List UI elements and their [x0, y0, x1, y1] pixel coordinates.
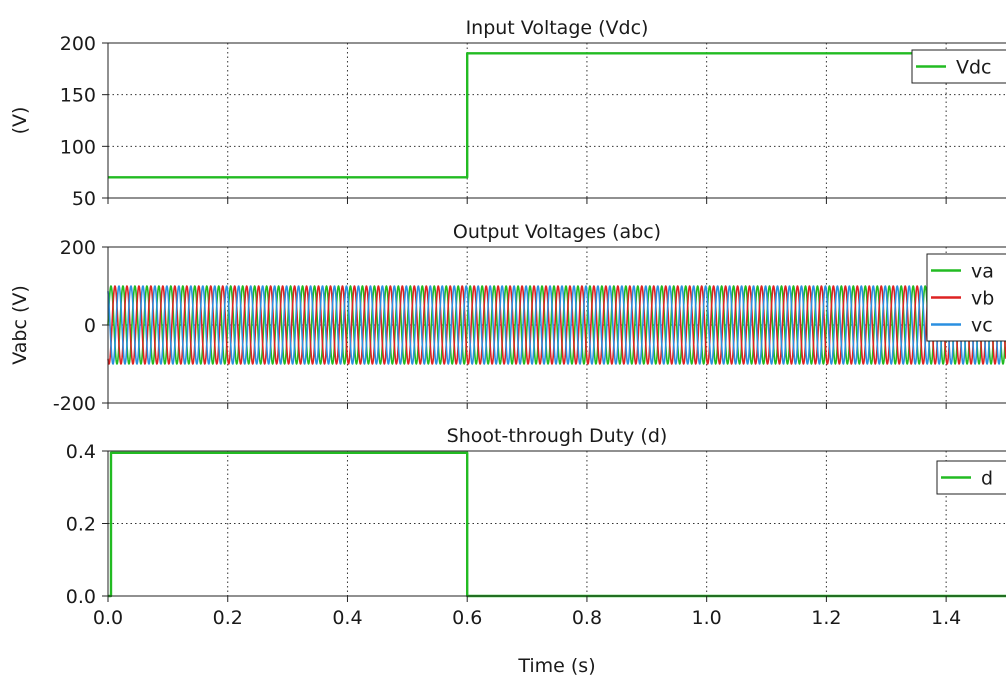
panel-1: 50 100 150 200 Input Voltage (Vdc) (V) Vdc [9, 17, 1006, 210]
x-axis-label: Time (s) [517, 655, 595, 677]
x-tick-label: 0.6 [452, 607, 482, 629]
legend-label: d [981, 468, 993, 490]
x-tick-label: 1.2 [811, 607, 841, 629]
legend-label: vc [971, 315, 993, 337]
y-tick-label: 0.0 [66, 586, 96, 608]
panel-3: 0.0 0.2 0.4 0.0 0.2 0.4 0.6 0.8 1.0 1.2 1.4 Shoot-t… [66, 425, 1006, 677]
series-group [108, 52, 1006, 179]
y-tick-label: -200 [53, 393, 96, 415]
y-tick-label: 100 [60, 136, 96, 158]
legend: d [936, 460, 1006, 495]
panel-title: Shoot-through Duty (d) [447, 425, 668, 447]
x-tick-label: 1.4 [931, 607, 961, 629]
panel-title: Input Voltage (Vdc) [466, 17, 649, 39]
x-tick-label: 0.4 [332, 607, 362, 629]
legend: Vdc [911, 49, 1006, 84]
legend: va vb vc [926, 253, 1006, 342]
y-axis-label: Vabc (V) [9, 285, 31, 365]
y-tick-label: 200 [60, 237, 96, 259]
y-tick-label: 150 [60, 85, 96, 107]
series-line-vc [107, 285, 1006, 365]
x-tick-label: 0.2 [213, 607, 243, 629]
axes-frame [107, 42, 1006, 199]
y-tick-label: 0 [84, 315, 96, 337]
axes-frame [107, 450, 1006, 597]
legend-label: vb [971, 288, 994, 310]
legend-label: va [971, 261, 994, 283]
series-line-Vdc [108, 52, 1006, 179]
y-tick-label: 200 [60, 33, 96, 55]
x-tick-label: 1.0 [692, 607, 722, 629]
series-line-vb [107, 285, 1006, 365]
x-tick-label: 0.0 [93, 607, 123, 629]
series-group [108, 451, 1006, 598]
series-line-va [107, 285, 1006, 365]
x-tick-label: 0.8 [572, 607, 602, 629]
y-tick-label: 0.2 [66, 514, 96, 536]
legend-label: Vdc [956, 57, 992, 79]
y-axis-label: (V) [9, 107, 31, 135]
y-tick-label: 50 [72, 188, 96, 210]
series-line-d [108, 451, 1006, 598]
y-tick-label: 0.4 [66, 441, 96, 463]
series-group [107, 285, 1006, 365]
panel-title: Output Voltages (abc) [453, 221, 661, 243]
